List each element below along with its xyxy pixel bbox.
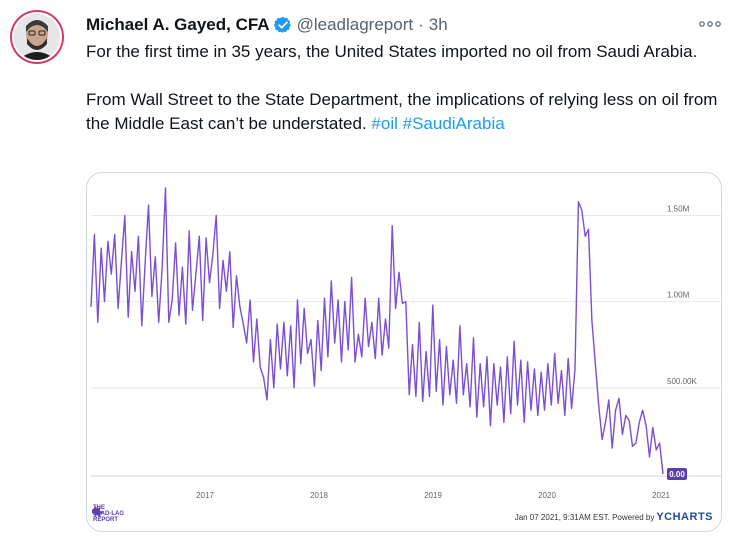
value-badge-text: 0.00 bbox=[669, 470, 685, 479]
ycharts-brand[interactable]: YCHARTS bbox=[656, 511, 713, 523]
y-axis-labels: 500.00K 1.00M 1.50M bbox=[667, 204, 697, 385]
x-tick-label: 2021 bbox=[652, 491, 670, 500]
tweet-text: For the first time in 35 years, the Unit… bbox=[86, 40, 722, 136]
avatar[interactable] bbox=[12, 12, 62, 62]
y-tick-label: 1.00M bbox=[667, 291, 690, 300]
oil-imports-chart: 500.00K 1.00M 1.50M 2017 2018 2019 2020 2021 0… bbox=[90, 187, 721, 500]
x-tick-label: 2019 bbox=[424, 491, 442, 500]
more-horizontal-icon bbox=[699, 21, 721, 27]
series-line bbox=[90, 187, 664, 475]
author-handle[interactable]: @leadlagreport bbox=[296, 15, 414, 34]
chart-stamp: Jan 07 2021, 9:31AM EST. Powered by YCHA… bbox=[515, 511, 713, 523]
hashtag-oil[interactable]: #oil bbox=[371, 114, 398, 133]
lead-lag-logo-icon bbox=[92, 506, 104, 518]
lead-lag-logo: THE LEAD-LAG REPORT bbox=[91, 505, 124, 523]
hashtag-saudiarabia[interactable]: #SaudiArabia bbox=[402, 114, 505, 133]
tweet-header: Michael A. Gayed, CFA @leadlagreport · 3… bbox=[86, 14, 448, 36]
author-name[interactable]: Michael A. Gayed, CFA bbox=[86, 15, 270, 34]
chart-card[interactable]: 500.00K 1.00M 1.50M 2017 2018 2019 2020 2021 0… bbox=[86, 172, 722, 532]
tweet-time[interactable]: 3h bbox=[428, 15, 448, 34]
tweet-text-paragraph-1: For the first time in 35 years, the Unit… bbox=[86, 42, 698, 61]
logo-text-line-2: LEAD-LAG bbox=[93, 511, 124, 517]
tweet-text-paragraph-2: From Wall Street to the State Department… bbox=[86, 88, 722, 136]
tweet-text-body: From Wall Street to the State Department… bbox=[86, 90, 718, 133]
chart-grid bbox=[91, 214, 721, 477]
logo-text-line-3: REPORT bbox=[93, 517, 119, 523]
more-button[interactable] bbox=[696, 14, 724, 34]
x-tick-label: 2020 bbox=[538, 491, 556, 500]
chart-timestamp: Jan 07 2021, 9:31AM EST. Powered by bbox=[514, 513, 655, 522]
avatar-image bbox=[14, 14, 60, 60]
verified-badge-icon bbox=[273, 16, 291, 33]
y-tick-label: 1.50M bbox=[667, 204, 690, 213]
value-badge-box bbox=[667, 468, 687, 480]
x-tick-label: 2017 bbox=[196, 491, 214, 500]
x-tick-label: 2018 bbox=[310, 491, 328, 500]
y-tick-label: 500.00K bbox=[667, 377, 697, 386]
separator-dot: · bbox=[418, 15, 424, 34]
current-value-badge: 0.00 bbox=[667, 468, 687, 480]
x-axis-labels: 2017 2018 2019 2020 2021 bbox=[196, 491, 670, 500]
